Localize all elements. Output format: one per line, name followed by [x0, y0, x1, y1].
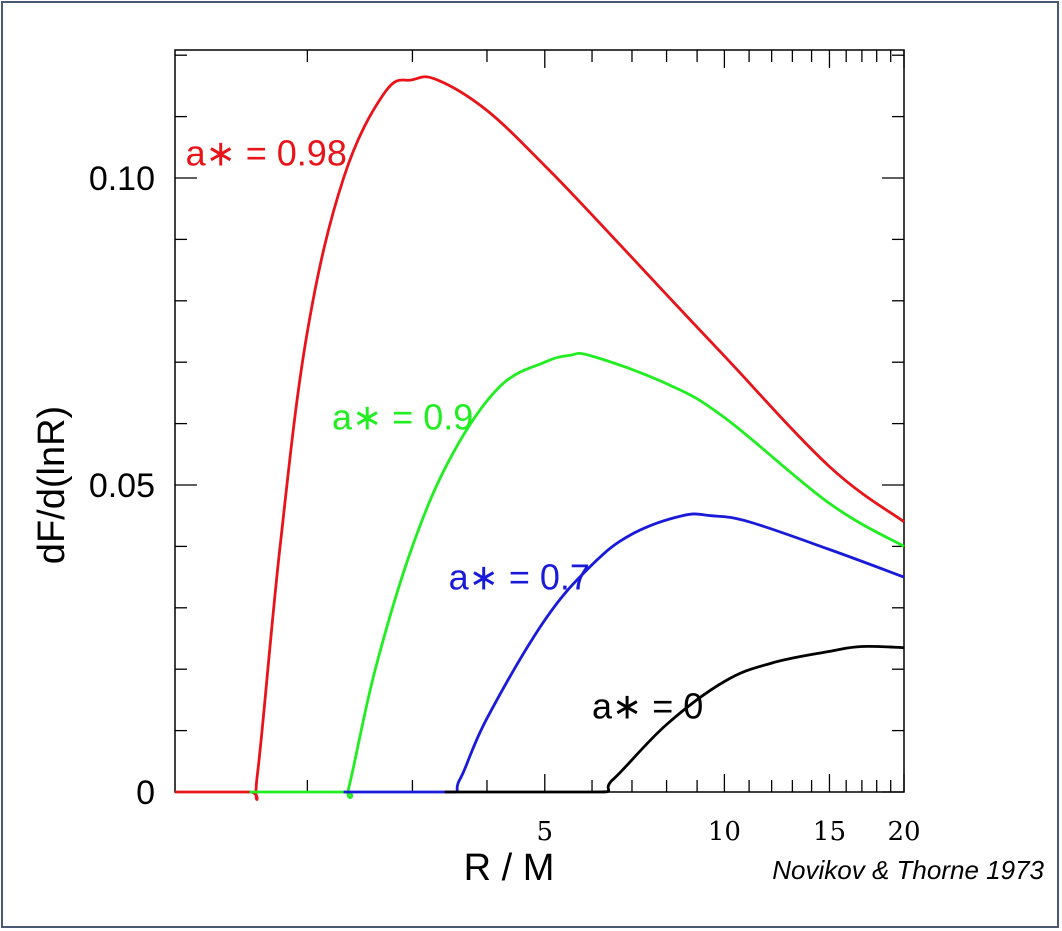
series-line	[343, 512, 905, 794]
series-label: a∗ = 0.7	[449, 556, 590, 597]
y-tick-label: 0.10	[89, 160, 155, 198]
series-label: a∗ = 0.98	[186, 133, 347, 174]
series-label: a∗ = 0.9	[332, 397, 473, 438]
curves	[174, 75, 905, 801]
x-tick-label: 15	[813, 817, 846, 847]
credit-text: Novikov & Thorne 1973	[772, 855, 1044, 885]
x-tick-label: 5	[537, 817, 554, 847]
y-tick-label: 0	[136, 774, 155, 812]
y-axis-label: dF/d(lnR)	[31, 406, 73, 564]
x-tick-label: 20	[887, 817, 920, 847]
series-line	[174, 75, 905, 801]
series-labels: a∗ = 0.98 a∗ = 0.9 a∗ = 0.7 a∗ = 0	[186, 133, 704, 727]
series-line	[249, 351, 905, 799]
x-axis-label: R / M	[464, 847, 555, 889]
series-label: a∗ = 0	[592, 685, 703, 726]
x-tick-label: 10	[708, 817, 741, 847]
series-line	[444, 644, 905, 794]
y-tick-label: 0.05	[89, 467, 155, 505]
